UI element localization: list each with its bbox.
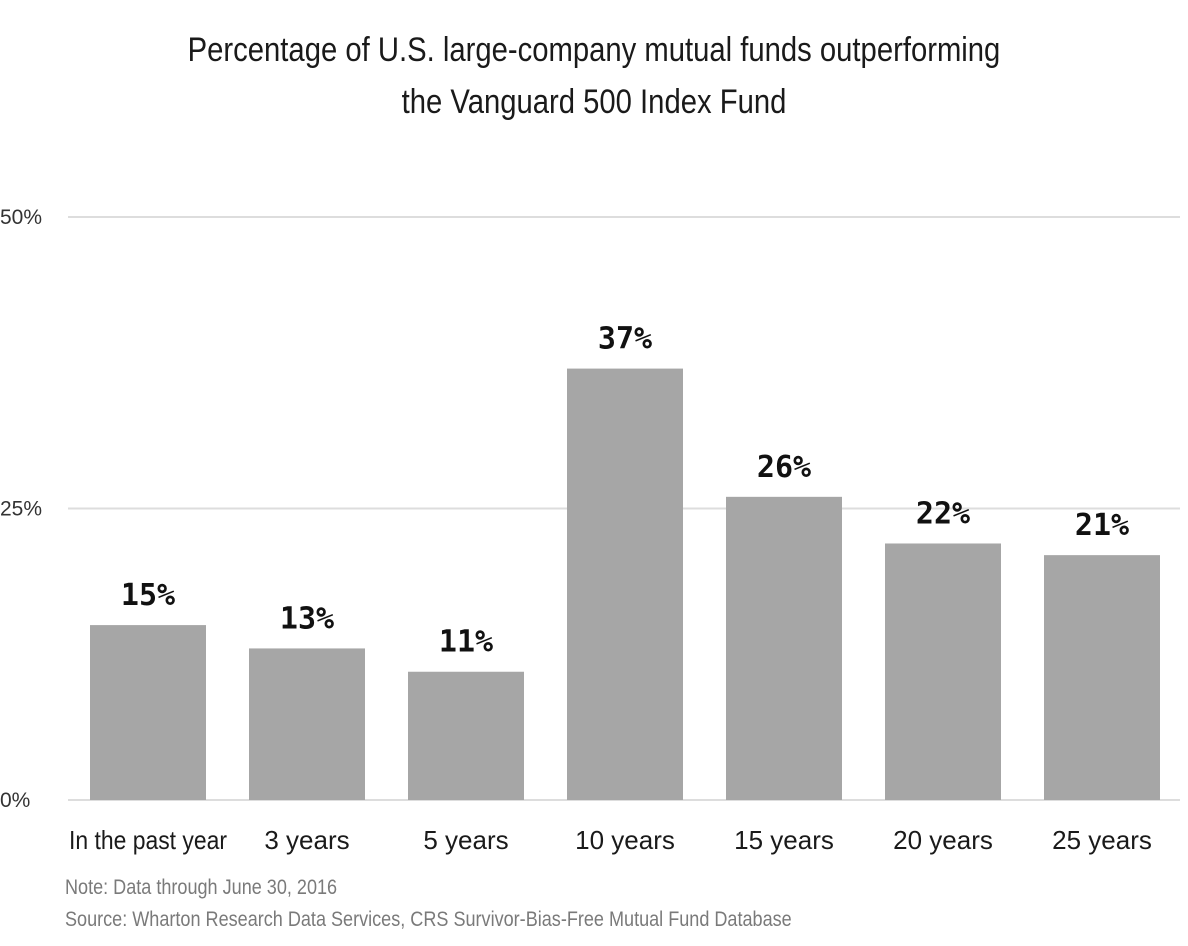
y-tick-label: 25% xyxy=(0,498,42,521)
bar xyxy=(885,543,1001,800)
chart-note: Note: Data through June 30, 2016 xyxy=(65,876,338,899)
x-tick-label: 20 years xyxy=(893,825,993,855)
x-tick-label: 25 years xyxy=(1052,825,1152,855)
bar xyxy=(726,496,842,800)
data-label: 37% xyxy=(598,322,652,357)
bar xyxy=(249,648,365,800)
x-tick-label: In the past year xyxy=(69,825,227,855)
chart-source: Source: Wharton Research Data Services, … xyxy=(65,908,792,931)
bar xyxy=(408,671,524,800)
x-tick-label: 15 years xyxy=(734,825,834,855)
y-tick-label: 50% xyxy=(0,206,42,229)
chart-title-line-2: the Vanguard 500 Index Fund xyxy=(401,83,787,121)
data-label: 21% xyxy=(1075,508,1129,543)
data-label: 22% xyxy=(916,496,970,531)
chart-title-line-1: Percentage of U.S. large-company mutual … xyxy=(187,31,1001,69)
x-tick-label: 5 years xyxy=(423,825,508,855)
x-tick-label: 3 years xyxy=(264,825,349,855)
bar xyxy=(567,368,683,800)
data-label: 15% xyxy=(121,578,175,613)
data-label: 26% xyxy=(757,450,811,485)
y-tick-label: 0% xyxy=(0,789,30,812)
data-label: 13% xyxy=(280,601,334,636)
bar xyxy=(90,625,206,800)
data-label: 11% xyxy=(439,625,493,660)
bar xyxy=(1044,555,1160,800)
x-tick-label: 10 years xyxy=(575,825,675,855)
